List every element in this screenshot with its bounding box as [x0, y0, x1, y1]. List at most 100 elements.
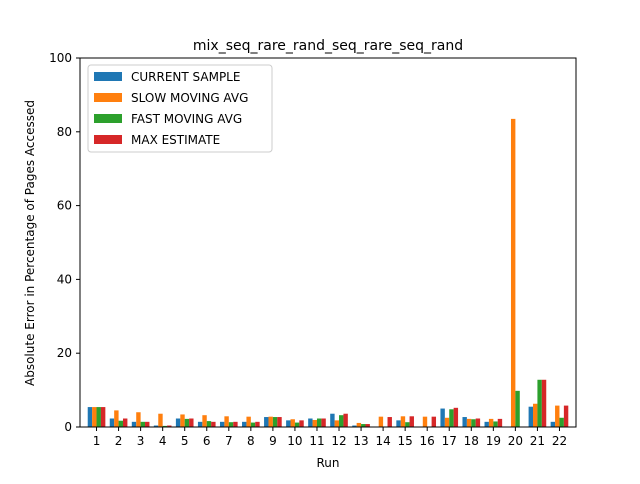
bar — [515, 391, 519, 427]
bar — [308, 419, 312, 427]
x-tick-label: 11 — [309, 434, 324, 448]
legend-label: MAX ESTIMATE — [131, 133, 220, 147]
bar — [158, 414, 162, 427]
bar — [286, 420, 290, 427]
bar — [537, 380, 541, 427]
x-tick-label: 12 — [331, 434, 346, 448]
chart-title: mix_seq_rare_rand_seq_rare_seq_rand — [193, 38, 463, 54]
x-tick-label: 8 — [247, 434, 255, 448]
bar — [529, 407, 533, 427]
bar — [242, 422, 246, 427]
bar — [330, 414, 334, 427]
bar — [119, 421, 123, 427]
y-tick-label: 40 — [57, 272, 72, 286]
x-tick-label: 22 — [552, 434, 567, 448]
x-axis-label: Run — [316, 456, 339, 470]
bar — [339, 415, 343, 427]
bar — [88, 407, 92, 427]
bar — [493, 421, 497, 427]
legend-label: CURRENT SAMPLE — [131, 70, 240, 84]
bar — [471, 419, 475, 427]
bar — [423, 417, 427, 427]
x-tick-label: 17 — [442, 434, 457, 448]
x-tick-label: 13 — [353, 434, 368, 448]
x-tick-label: 2 — [115, 434, 123, 448]
bar — [114, 410, 118, 427]
bar — [189, 419, 193, 427]
bar — [313, 420, 317, 427]
legend: CURRENT SAMPLE SLOW MOVING AVG FAST MOVING… — [88, 65, 272, 152]
bar — [101, 407, 105, 427]
bar — [542, 380, 546, 427]
bar — [145, 422, 149, 427]
bar — [454, 408, 458, 427]
bar — [255, 422, 259, 427]
bar — [559, 418, 563, 427]
x-tick-label: 5 — [181, 434, 189, 448]
bar — [401, 416, 405, 427]
bar — [207, 421, 211, 427]
bar — [136, 412, 140, 427]
bar — [97, 407, 101, 427]
bar — [476, 419, 480, 427]
bar — [462, 417, 466, 427]
bar — [268, 417, 272, 427]
legend-swatch — [94, 135, 122, 144]
bar — [141, 422, 145, 427]
x-tick-label: 10 — [287, 434, 302, 448]
bar — [123, 419, 127, 427]
x-tick-label: 9 — [269, 434, 277, 448]
bar — [202, 415, 206, 427]
x-tick-label: 7 — [225, 434, 233, 448]
x-tick-label: 1 — [93, 434, 101, 448]
bar — [273, 417, 277, 427]
bar — [533, 404, 537, 427]
bar — [449, 409, 453, 427]
bar — [317, 419, 321, 427]
legend-swatch — [94, 114, 122, 123]
bar — [229, 422, 233, 427]
bar — [551, 422, 555, 427]
x-tick-label: 3 — [137, 434, 145, 448]
bar — [264, 417, 268, 427]
y-tick-label: 60 — [57, 199, 72, 213]
bar — [432, 417, 436, 427]
legend-swatch — [94, 72, 122, 81]
bar — [335, 420, 339, 427]
bar — [132, 422, 136, 427]
bar — [251, 423, 255, 427]
bar — [246, 417, 250, 427]
x-tick-label: 14 — [375, 434, 390, 448]
bar — [295, 423, 299, 427]
bar — [405, 422, 409, 427]
y-tick-label: 80 — [57, 125, 72, 139]
bar — [467, 419, 471, 427]
y-tick-label: 20 — [57, 346, 72, 360]
bar — [224, 416, 228, 427]
legend-label: SLOW MOVING AVG — [131, 91, 248, 105]
bar — [321, 419, 325, 427]
bar — [176, 419, 180, 427]
bar — [388, 417, 392, 427]
bar — [185, 419, 189, 427]
x-tick-label: 19 — [486, 434, 501, 448]
bar — [445, 418, 449, 427]
bar — [489, 419, 493, 427]
y-tick-label: 0 — [64, 420, 72, 434]
bar — [92, 407, 96, 427]
x-tick-label: 6 — [203, 434, 211, 448]
bar — [555, 406, 559, 427]
bar — [485, 422, 489, 427]
bar — [410, 416, 414, 427]
x-tick-label: 21 — [530, 434, 545, 448]
bar — [211, 422, 215, 427]
bar — [198, 422, 202, 427]
bar — [440, 409, 444, 427]
bar — [180, 414, 184, 427]
legend-label: FAST MOVING AVG — [131, 112, 242, 126]
bar — [343, 414, 347, 427]
bar — [291, 419, 295, 427]
x-tick-label: 18 — [464, 434, 479, 448]
